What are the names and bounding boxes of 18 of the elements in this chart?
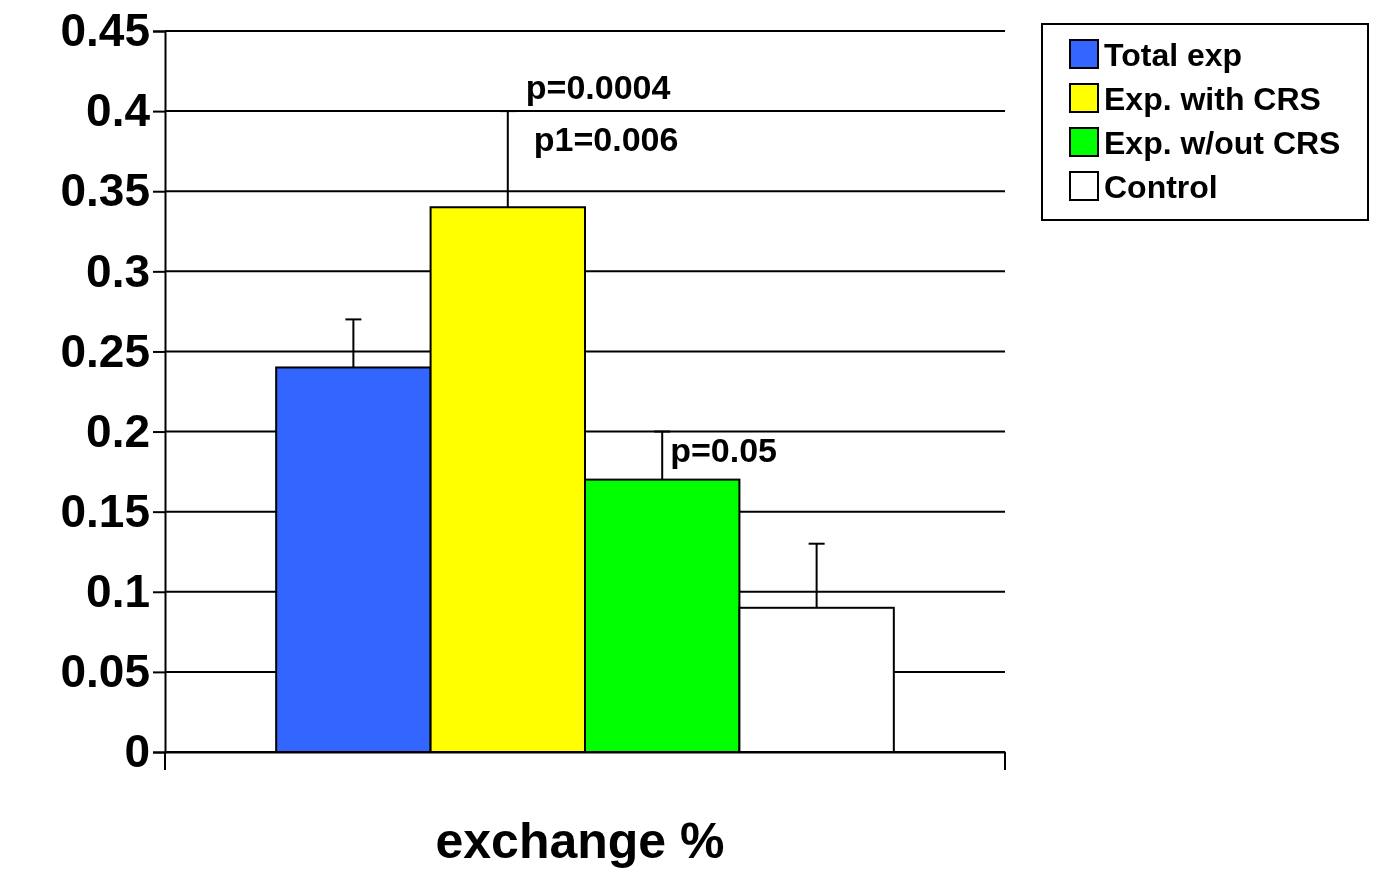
- legend-label: Exp. w/out CRS: [1104, 125, 1341, 161]
- y-tick-label: 0.2: [86, 404, 150, 457]
- legend-label: Control: [1104, 169, 1218, 205]
- annotation: p1=0.006: [533, 120, 679, 159]
- y-tick-label: 0.35: [60, 164, 150, 217]
- legend-label: Exp. with CRS: [1104, 81, 1321, 117]
- y-tick-label: 0: [124, 725, 150, 778]
- legend-label: Total exp: [1104, 37, 1243, 73]
- y-tick-label: 0.3: [86, 244, 150, 297]
- annotation: p=0.05: [670, 430, 778, 469]
- y-tick-label: 0.45: [60, 4, 150, 57]
- annotation: p=0.0004: [525, 68, 671, 107]
- y-tick-label: 0.4: [86, 84, 151, 137]
- y-tick-label: 0.15: [60, 484, 150, 537]
- y-tick-label: 0.1: [86, 565, 150, 617]
- x-axis-title: exchange %: [435, 813, 725, 869]
- y-tick-label: 0.05: [60, 645, 150, 698]
- y-tick-label: 0.25: [60, 324, 150, 377]
